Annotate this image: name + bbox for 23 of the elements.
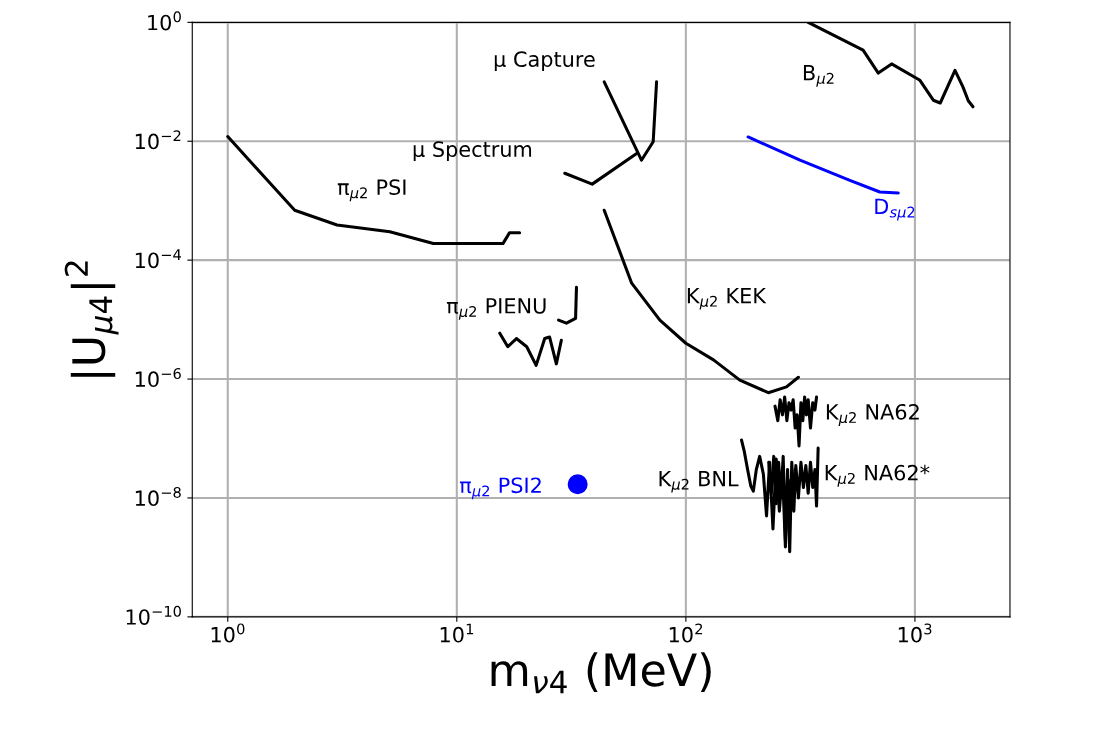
series-label: D$_{sμ2}$ (875, 198, 915, 221)
x-axis-title: m$_{ν4}$ (MeV) (491, 652, 711, 694)
y-tick-label: 10$^{−8}$ (135, 486, 181, 507)
x-tick-label: 10$^{2}$ (669, 623, 703, 643)
x-tick-label: 10$^{3}$ (898, 623, 932, 643)
x-tick-label: 10$^{1}$ (440, 623, 474, 643)
y-tick-label: 10$^{−4}$ (135, 249, 181, 269)
series-label: π$_{μ2}$ PSI (337, 179, 406, 202)
x-tick-label: 10$^{0}$ (211, 623, 245, 643)
y-tick-label: 10$^{0}$ (148, 11, 181, 31)
series-label: B$_{μ2}$ (803, 65, 834, 87)
series-label: π$_{μ2}$ PIENU (446, 298, 546, 320)
y-tick-label: 10$^{−10}$ (126, 605, 181, 625)
series-label: K$_{μ2}$ NA62 (826, 403, 919, 426)
y-tick-label: 10$^{−6}$ (135, 368, 181, 388)
series-label: π$_{μ2}$ PSI2 (459, 477, 541, 500)
series-label: μ Spectrum (413, 141, 532, 162)
series-label: K$_{μ2}$ KEK (687, 287, 767, 310)
y-axis-title: |U$_{μ4}$|$^{2}$ (64, 261, 119, 377)
series-label: μ Capture (494, 51, 595, 72)
series-label: K$_{μ2}$ NA62* (825, 464, 930, 487)
y-tick-label: 10$^{−2}$ (135, 130, 181, 150)
series-label: K$_{μ2}$ BNL (659, 470, 739, 493)
